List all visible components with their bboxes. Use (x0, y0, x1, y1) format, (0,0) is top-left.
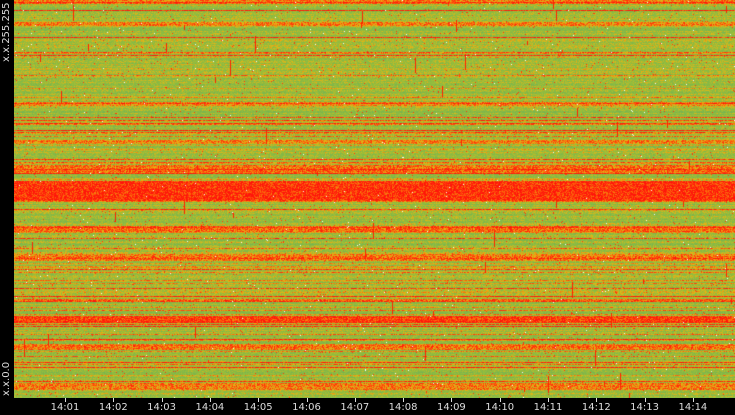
x-tick-mark (451, 398, 453, 402)
x-tick-mark (161, 398, 163, 402)
x-tick-mark (692, 398, 694, 402)
x-axis: 14:01 14:02 14:03 14:04 14:05 14:06 14:07 14:08… (0, 398, 735, 415)
x-tick-label: 14:08 (388, 402, 418, 413)
heatmap-plot-area (14, 0, 735, 398)
y-tick-label-bottom: x.x.0.0 (0, 0, 14, 396)
x-tick-label: 14:09 (436, 402, 466, 413)
x-tick-mark (306, 398, 308, 402)
x-tick-mark (354, 398, 356, 402)
x-tick-label: 14:12 (581, 402, 611, 413)
x-tick-mark (548, 398, 549, 402)
x-tick-label: 14:01 (50, 402, 80, 413)
x-tick-mark (258, 398, 260, 402)
x-tick-label: 14:10 (485, 402, 515, 413)
x-tick-label: 14:06 (292, 402, 321, 413)
x-tick-mark (209, 398, 211, 402)
x-tick-mark (403, 398, 405, 402)
x-tick-label: 14:03 (147, 402, 177, 413)
x-tick-mark (65, 398, 66, 402)
x-tick-label: 14:04 (195, 402, 225, 413)
y-tick-label-bottom-text: x.x.0.0 (1, 361, 12, 396)
x-tick-label: 14:02 (98, 402, 128, 413)
x-tick-mark (113, 398, 115, 402)
x-tick-label: 14:11 (533, 402, 563, 413)
x-tick-label: 14:13 (630, 402, 660, 413)
x-tick-label: 14:07 (340, 402, 370, 413)
x-tick-mark (644, 398, 646, 402)
x-tick-mark (499, 398, 501, 402)
x-tick-mark (596, 398, 598, 402)
x-tick-label: 14:05 (243, 402, 273, 413)
x-tick-label: 14:14 (678, 402, 708, 413)
